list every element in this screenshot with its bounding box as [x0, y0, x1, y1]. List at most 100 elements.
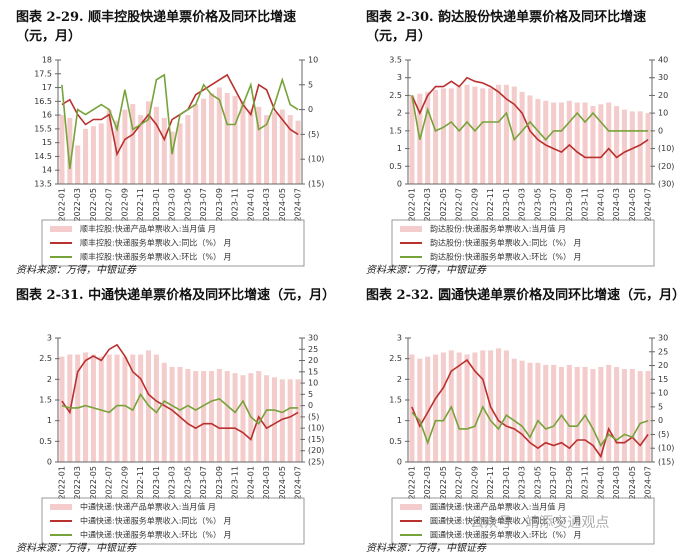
bar	[621, 109, 627, 184]
x-tick-label: 2023-07	[549, 466, 558, 499]
y2-tick-label: 40	[658, 56, 668, 65]
bar	[287, 115, 293, 184]
x-tick-label: 2022-01	[407, 188, 416, 221]
y2-tick-label: 25	[308, 345, 318, 354]
legend-label: 顺丰控股:快递产品单票收入:当月值 月	[80, 224, 216, 234]
bar	[551, 364, 557, 462]
bar	[216, 87, 222, 184]
bar	[495, 84, 502, 184]
y-tick-label: 16.5	[34, 97, 52, 106]
bar	[279, 109, 285, 184]
chart-title: 图表 2-29. 顺丰控股快递单票价格及同环比增速（元，月）	[16, 10, 297, 44]
y2-tick-label: 15	[658, 375, 668, 384]
y2-tick-label: (30)	[658, 180, 674, 189]
bar	[256, 106, 262, 184]
bar	[645, 113, 651, 184]
bar	[271, 377, 277, 462]
line-series	[61, 73, 299, 170]
y2-tick-label: 20	[658, 91, 668, 100]
y2-tick-label: 0	[308, 401, 313, 410]
bar	[543, 100, 549, 184]
bar	[122, 109, 128, 184]
y-tick-label: 1	[397, 144, 402, 153]
x-tick-label: 2023-01	[152, 188, 161, 221]
legend-swatch	[400, 504, 422, 510]
x-tick-label: 2022-05	[89, 466, 98, 499]
y-tick-label: 3	[397, 334, 402, 343]
bar	[106, 354, 112, 462]
bar	[614, 366, 620, 462]
x-tick-label: 2024-03	[262, 188, 271, 221]
bar	[574, 366, 580, 462]
y2-tick-label: (25)	[308, 458, 324, 467]
y2-tick-label: (10)	[308, 424, 324, 433]
x-tick-label: 2022-05	[89, 188, 98, 221]
x-tick-label: 2023-09	[215, 188, 224, 221]
bar	[503, 350, 509, 462]
bar	[295, 379, 301, 462]
x-tick-label: 2022-03	[423, 466, 432, 499]
bar	[590, 369, 596, 462]
y-tick-label: 1.5	[389, 126, 402, 135]
y2-tick-label: 5	[658, 402, 663, 411]
x-tick-label: 2023-11	[581, 188, 590, 221]
bar	[527, 95, 533, 184]
bar	[637, 111, 643, 184]
bar	[551, 102, 557, 184]
chart-title: 图表 2-30. 韵达股份快递单票价格及同环比增速（元，月）	[366, 10, 647, 44]
bar	[590, 106, 596, 184]
bar	[138, 115, 144, 184]
bar	[566, 100, 572, 184]
source-note: 资料来源：万得，中银证券	[366, 265, 486, 276]
y-tick-label: 1.5	[39, 396, 52, 405]
bar	[409, 95, 415, 184]
y-tick-label: 13.5	[34, 180, 52, 189]
legend-box	[391, 219, 655, 267]
x-tick-label: 2022-07	[455, 188, 464, 221]
bar	[240, 375, 246, 462]
bar	[287, 379, 293, 462]
watermark: 公众号 · 靖添交通观点	[470, 515, 610, 531]
bar	[169, 366, 175, 462]
x-tick-label: 2023-11	[231, 188, 240, 221]
y-tick-label: 16	[42, 111, 52, 120]
x-tick-label: 2024-01	[596, 466, 605, 499]
x-tick-label: 2022-03	[423, 188, 432, 221]
bar	[433, 90, 439, 184]
bar	[208, 93, 215, 184]
y2-tick-label: (20)	[308, 446, 324, 455]
x-tick-label: 2024-03	[612, 466, 621, 499]
x-tick-label: 2023-11	[231, 466, 240, 499]
bar	[90, 126, 96, 184]
x-tick-label: 2022-01	[57, 188, 66, 221]
legend-label: 顺丰控股:快递服务单票收入:环比（%） 月	[80, 252, 232, 262]
y-tick-label: 0.5	[39, 437, 52, 446]
bar	[232, 95, 238, 184]
bar	[440, 352, 446, 462]
x-tick-label: 2023-03	[518, 188, 527, 221]
bar	[193, 371, 199, 462]
y2-tick-label: 20	[308, 356, 318, 365]
source-note: 资料来源：万得，中银证券	[16, 265, 136, 276]
bar	[169, 131, 175, 184]
bar	[59, 356, 65, 462]
x-tick-label: 2023-07	[549, 188, 558, 221]
bar	[637, 371, 643, 462]
y2-tick-label: 10	[308, 379, 318, 388]
x-tick-label: 2022-11	[486, 188, 495, 221]
bar	[519, 360, 525, 462]
x-tick-label: 2024-05	[628, 466, 637, 499]
y2-tick-label: 10	[308, 56, 318, 65]
y2-tick-label: (15)	[658, 458, 674, 467]
bar	[598, 366, 604, 462]
x-tick-label: 2024-07	[294, 466, 303, 499]
bar	[495, 348, 502, 462]
y2-tick-label: (5)	[308, 412, 319, 421]
bar	[645, 371, 651, 462]
bar	[232, 373, 238, 462]
bar	[106, 109, 112, 184]
bar	[433, 354, 439, 462]
x-tick-label: 2022-07	[455, 466, 464, 499]
